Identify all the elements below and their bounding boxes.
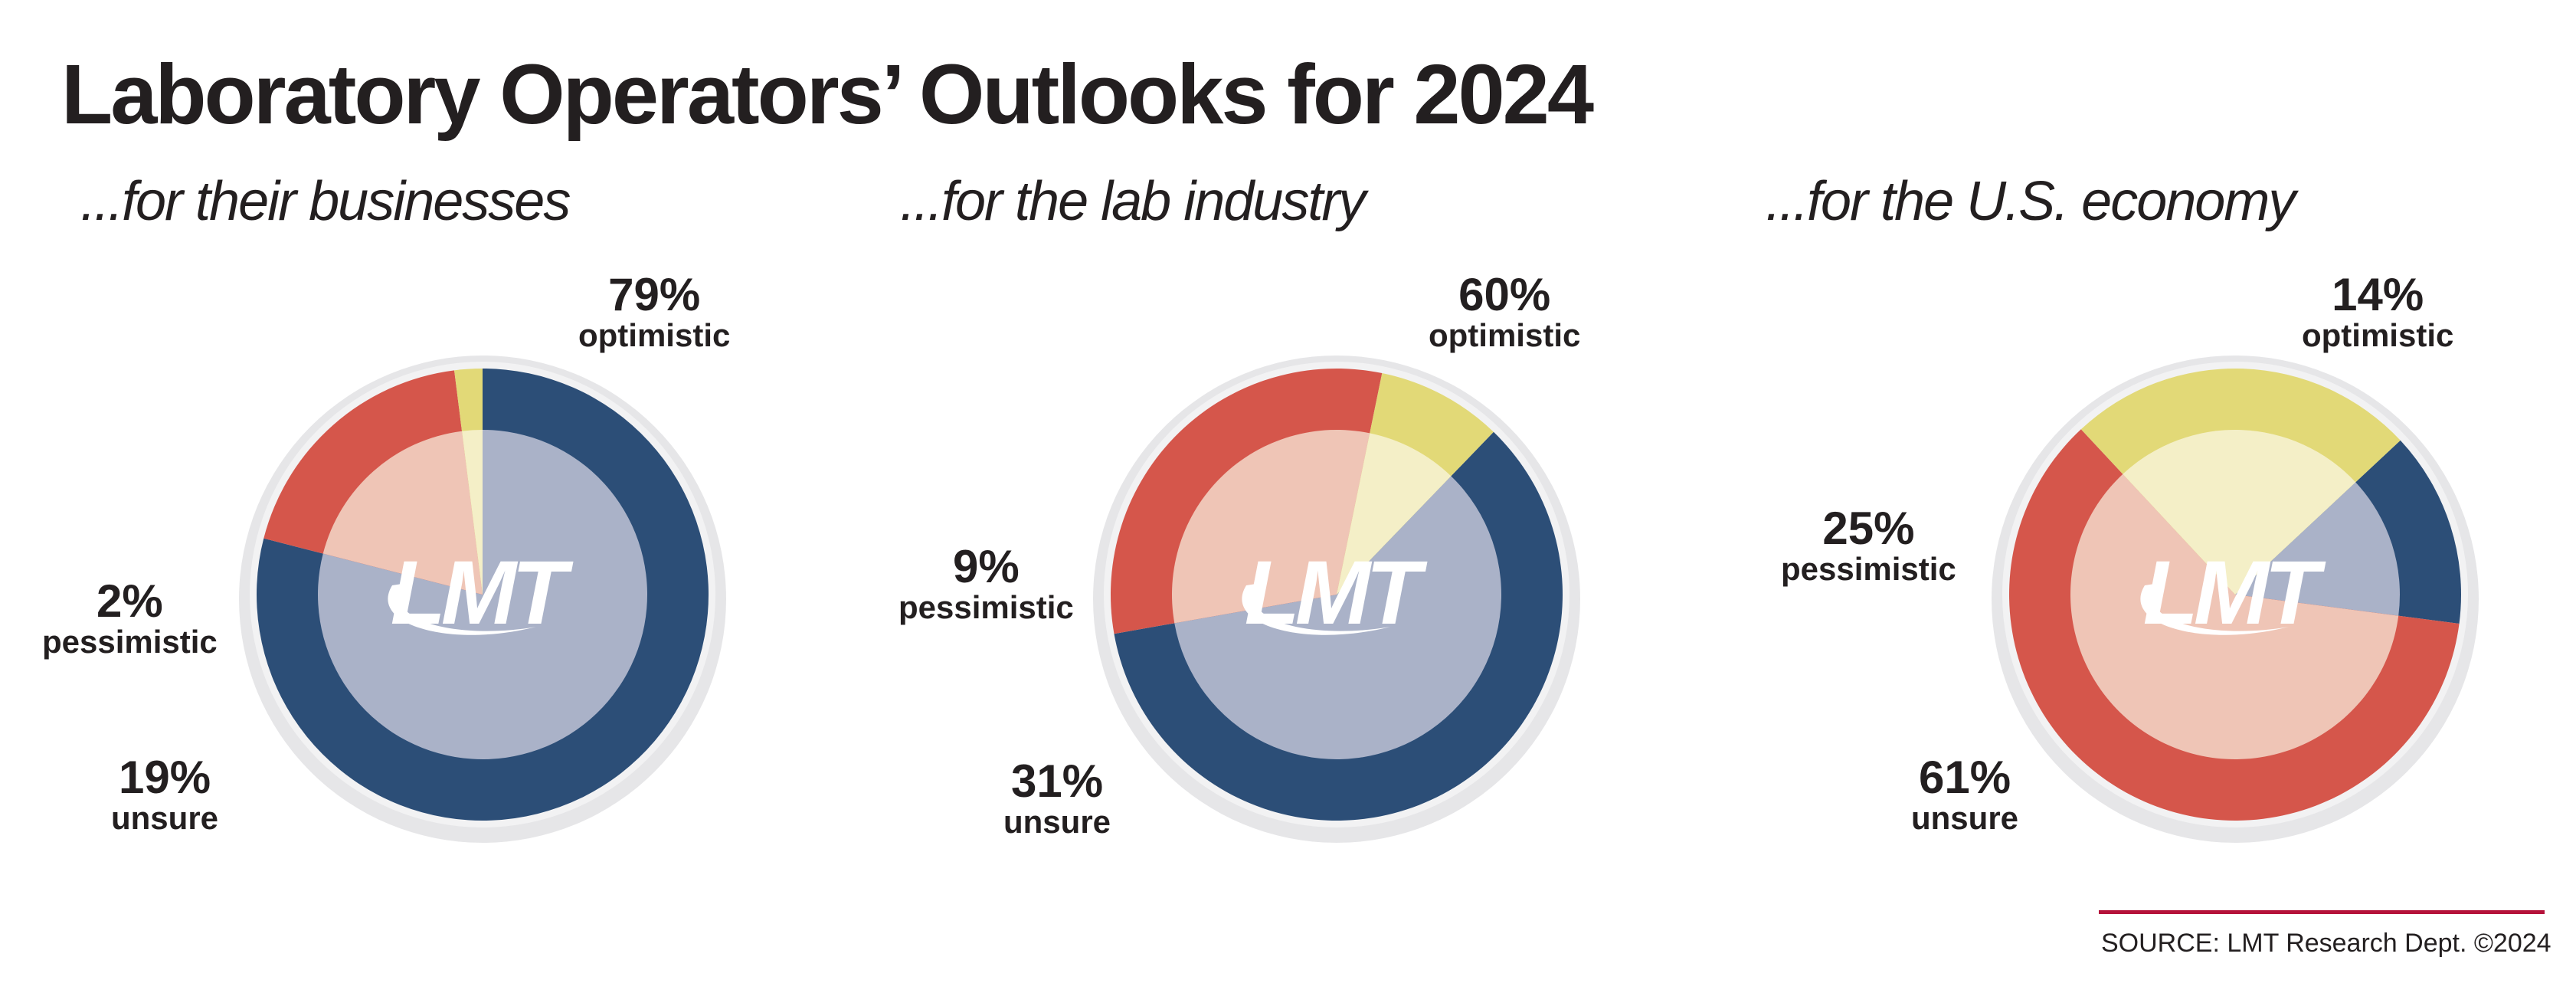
chart-2-inner-unsure <box>1172 430 1370 624</box>
chart-2-logo-swoosh <box>1242 584 1390 635</box>
chart-3-optimistic-value: 14% <box>2332 269 2424 320</box>
chart-1-inner-unsure <box>322 431 483 595</box>
chart-2-optimistic-label: 60% optimistic <box>1429 272 1580 353</box>
chart-3-inner-pessimistic <box>2123 430 2356 595</box>
chart-1-unsure-category: unsure <box>111 800 219 836</box>
chart-2-subtitle: ...for the lab industry <box>900 171 1366 232</box>
chart-1-subtitle: ...for their businesses <box>80 171 571 232</box>
chart-3-logo-swoosh <box>2140 584 2289 635</box>
chart-2-unsure-value: 31% <box>1010 755 1104 807</box>
chart-2-inner-optimistic <box>1174 476 1502 759</box>
chart-1-pessimistic-value: 2% <box>97 575 163 627</box>
chart-1-optimistic-value: 79% <box>608 269 701 320</box>
chart-3-subtitle: ...for the U.S. economy <box>1766 171 2296 232</box>
chart-3-unsure-category: unsure <box>1911 800 2019 836</box>
chart-2-pessimistic-label: 9% pessimistic <box>898 544 1074 625</box>
chart-1-pessimistic-category: pessimistic <box>42 624 218 660</box>
chart-2-optimistic-value: 60% <box>1458 269 1551 320</box>
chart-3-logo-text: LMT <box>2143 542 2326 644</box>
chart-3-optimistic-category: optimistic <box>2302 317 2454 353</box>
chart-3-optimistic-label: 14% optimistic <box>2302 272 2453 353</box>
chart-3-unsure-label: 61% unsure <box>1911 755 2018 836</box>
chart-2-inner-pessimistic <box>1337 433 1452 595</box>
chart-2-optimistic-category: optimistic <box>1429 317 1581 353</box>
chart-2-logo-text: LMT <box>1245 542 1428 644</box>
chart-3-lmt-logo: LMT <box>2140 542 2331 644</box>
chart-1-lmt-logo: LMT <box>388 542 578 644</box>
chart-1-pessimistic-label: 2% pessimistic <box>42 578 218 660</box>
chart-2-unsure-category: unsure <box>1003 804 1111 840</box>
chart-3-pessimistic-category: pessimistic <box>1781 551 1956 587</box>
chart-1-unsure-label: 19% unsure <box>111 755 218 836</box>
source-rule <box>2099 910 2545 914</box>
chart-3-inner-unsure <box>2070 474 2399 760</box>
chart-title: Laboratory Operators’ Outlooks for 2024 <box>61 48 1594 142</box>
chart-2-lmt-logo: LMT <box>1242 542 1432 644</box>
chart-1-optimistic-label: 79% optimistic <box>578 272 730 353</box>
chart-1-optimistic-category: optimistic <box>578 317 731 353</box>
chart-1-inner-pessimistic <box>462 430 483 595</box>
chart-3-inner-optimistic <box>2235 482 2400 616</box>
chart-2-pessimistic-category: pessimistic <box>898 589 1074 625</box>
chart-1-logo-text: LMT <box>391 542 574 644</box>
chart-3-pessimistic-label: 25% pessimistic <box>1781 506 1956 587</box>
chart-1-logo-swoosh <box>388 584 536 635</box>
chart-3-pessimistic-value: 25% <box>1822 503 1915 554</box>
chart-2-unsure-label: 31% unsure <box>1003 759 1111 840</box>
source-note: SOURCE: LMT Research Dept. ©2024 <box>2101 929 2551 958</box>
chart-2-pessimistic-value: 9% <box>953 541 1020 592</box>
chart-1-unsure-value: 19% <box>118 752 211 803</box>
chart-3-unsure-value: 61% <box>1918 752 2011 803</box>
